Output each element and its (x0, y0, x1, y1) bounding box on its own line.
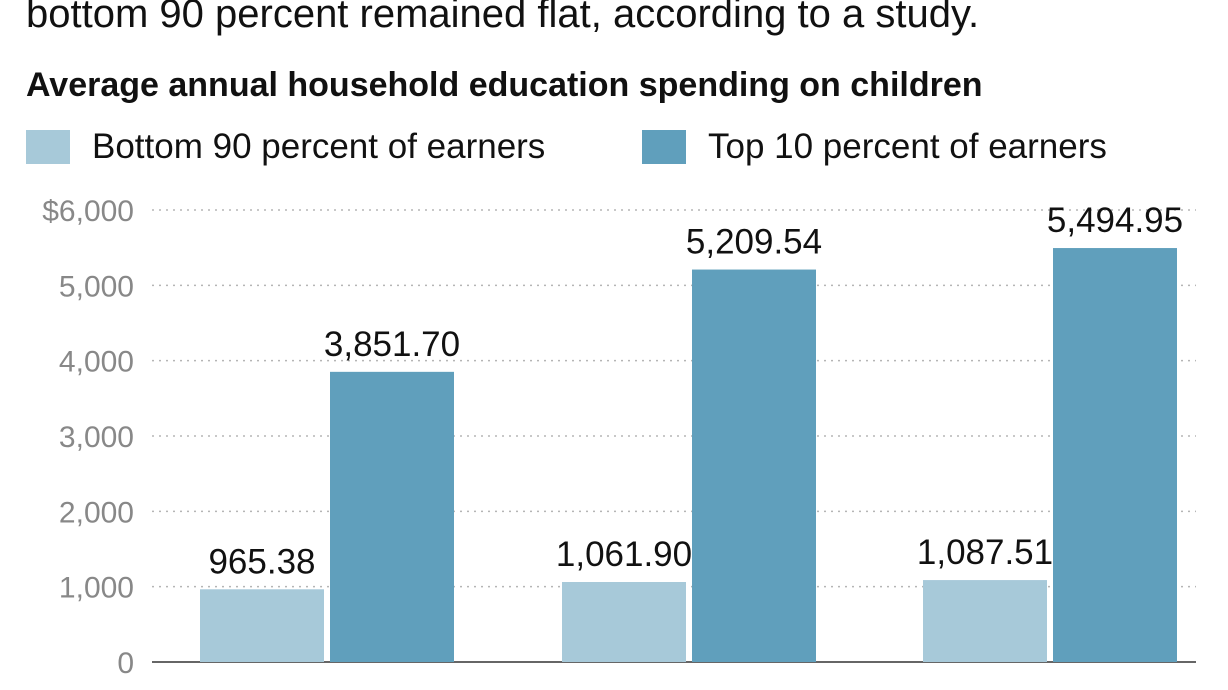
data-label: 1,061.90 (556, 535, 692, 574)
y-tick-label: 3,000 (59, 421, 134, 454)
bar (923, 580, 1047, 662)
legend-swatch-top-10 (642, 130, 686, 164)
legend-label-bottom-90: Bottom 90 percent of earners (92, 127, 546, 166)
data-label: 5,494.95 (1047, 201, 1183, 240)
y-tick-label: $6,000 (42, 195, 134, 228)
data-label: 965.38 (208, 542, 315, 581)
bar (562, 582, 686, 662)
legend: Bottom 90 percent of earners Top 10 perc… (26, 124, 1226, 170)
bar (200, 589, 324, 662)
y-tick-label: 2,000 (59, 496, 134, 529)
y-tick-label: 1,000 (59, 572, 134, 605)
y-tick-label: 4,000 (59, 346, 134, 379)
data-label: 5,209.54 (686, 223, 822, 262)
intro-text: bottom 90 percent remained flat, accordi… (26, 0, 980, 36)
bar (330, 371, 454, 662)
bar (692, 269, 816, 662)
bar (1053, 248, 1177, 662)
legend-swatch-bottom-90 (26, 130, 70, 164)
legend-label-top-10: Top 10 percent of earners (708, 127, 1107, 166)
y-tick-label: 0 (117, 647, 134, 680)
data-label: 1,087.51 (917, 533, 1053, 572)
data-label: 3,851.70 (324, 325, 460, 364)
chart-title: Average annual household education spend… (26, 66, 983, 104)
y-tick-label: 5,000 (59, 270, 134, 303)
